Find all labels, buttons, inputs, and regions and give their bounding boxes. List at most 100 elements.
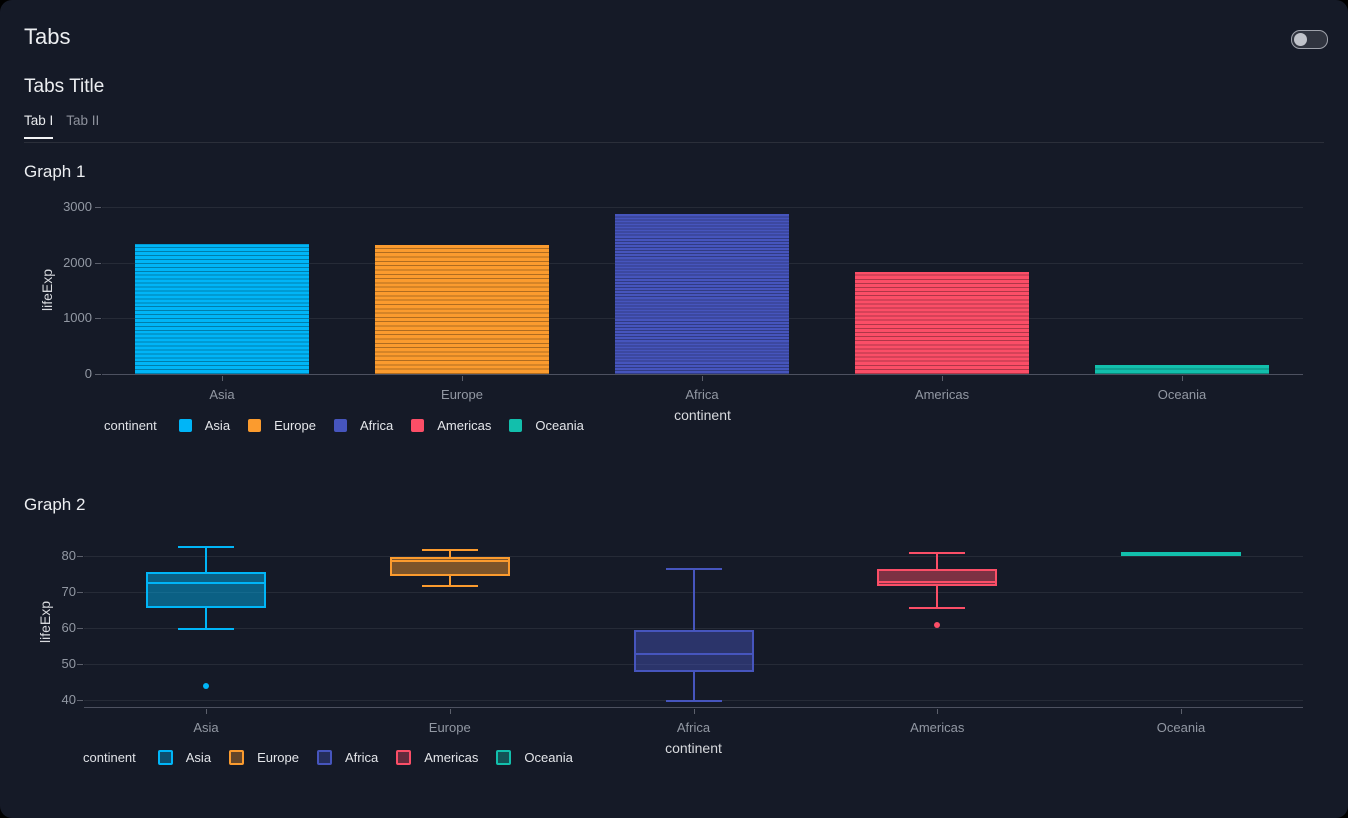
x-tick-label: Africa: [676, 720, 711, 735]
legend-item-asia[interactable]: Asia: [178, 417, 231, 433]
tab-i[interactable]: Tab I: [24, 113, 54, 139]
legend-label: Americas: [437, 417, 492, 433]
x-tick-label: Asia: [193, 720, 219, 735]
legend-swatch-icon: [248, 418, 262, 432]
legend-swatch-icon: [157, 749, 173, 765]
x-axis-title: continent: [674, 407, 731, 423]
y-tick-mark: [77, 592, 83, 593]
box-asia-upper-whisker: [205, 546, 207, 572]
box-africa-lower-cap: [665, 700, 722, 703]
legend-item-oceania[interactable]: Oceania: [509, 417, 584, 433]
legend-label: Africa: [359, 417, 394, 433]
box-europe-median: [391, 560, 508, 563]
x-tick-mark: [222, 376, 223, 381]
x-tick-mark: [1181, 709, 1182, 714]
tab-ii[interactable]: Tab II: [66, 113, 100, 128]
box-oceania-median: [1123, 552, 1239, 555]
legend-item-africa[interactable]: Africa: [316, 749, 379, 765]
gridline: [102, 207, 1303, 208]
legend-title: continent: [104, 417, 157, 433]
legend-swatch-icon: [496, 749, 512, 765]
box-europe-lower-cap: [421, 584, 478, 587]
y-tick-mark: [77, 700, 83, 701]
x-tick-label: Americas: [910, 720, 965, 735]
tabs-divider: [24, 142, 1324, 143]
box-asia-lower-cap: [178, 628, 234, 631]
legend-item-americas[interactable]: Americas: [396, 749, 478, 765]
theme-toggle[interactable]: [1291, 30, 1328, 49]
box-africa-upper-whisker: [692, 568, 695, 631]
toggle-knob-icon: [1294, 32, 1307, 46]
legend-item-americas[interactable]: Americas: [411, 418, 491, 433]
x-tick-label: Americas: [914, 387, 970, 402]
y-tick-label: 0: [84, 366, 92, 381]
x-tick-mark: [1182, 376, 1183, 381]
graph1-title: Graph 1: [24, 162, 86, 181]
gridline: [84, 664, 1303, 665]
box-africa-median: [635, 652, 752, 655]
y-tick-label: 80: [61, 548, 76, 563]
x-tick-label: Asia: [209, 387, 235, 402]
bar-asia[interactable]: [135, 244, 309, 374]
page-title: Tabs: [24, 24, 71, 49]
x-tick-mark: [937, 709, 939, 714]
tab-bar: Tab I Tab II: [24, 113, 99, 139]
box-europe-upper-whisker: [448, 549, 451, 557]
box-africa-lower-whisker: [692, 671, 695, 702]
box-americas-median: [879, 580, 996, 583]
x-axis-line: [84, 707, 1303, 708]
graph2-legend: continent Asia Europe Africa Americas Oceania: [83, 746, 591, 768]
box-americas-lower-cap: [909, 606, 966, 609]
x-axis-line: [102, 374, 1303, 375]
y-tick-label: 40: [61, 692, 76, 707]
legend-item-europe[interactable]: Europe: [248, 418, 316, 433]
box-asia-upper-cap: [178, 545, 234, 548]
graph2-plot[interactable]: 40 50 60 70 80 Asia Europe Africa Americas Oceani…: [37, 530, 1303, 756]
legend-label: Oceania: [524, 749, 573, 765]
y-tick-mark: [95, 207, 101, 208]
legend-title: continent: [83, 749, 136, 765]
legend-item-asia[interactable]: Asia: [157, 749, 211, 765]
box-asia-median: [148, 582, 264, 585]
gridline: [84, 556, 1303, 557]
bar-americas[interactable]: [855, 271, 1029, 374]
box-americas-outlier-point[interactable]: [934, 621, 941, 628]
legend-swatch-icon: [229, 749, 245, 765]
graph2-title: Graph 2: [24, 495, 86, 514]
y-tick-mark: [77, 628, 83, 629]
box-asia-outlier-point[interactable]: [203, 683, 209, 690]
tabs-card-title: Tabs Title: [24, 76, 105, 97]
box-americas-lower-whisker: [936, 585, 939, 608]
legend-label: Africa: [344, 749, 379, 765]
bar-africa[interactable]: [615, 214, 789, 374]
box-asia[interactable]: [146, 571, 266, 609]
legend-item-africa[interactable]: Africa: [333, 417, 394, 433]
box-africa[interactable]: [633, 630, 754, 672]
box-americas-upper-whisker: [936, 553, 939, 569]
box-asia-lower-whisker: [205, 608, 207, 630]
x-tick-label: Europe: [428, 720, 471, 735]
x-tick-label: Europe: [441, 387, 483, 402]
legend-label: Asia: [204, 417, 231, 433]
x-tick-mark: [462, 376, 463, 381]
legend-item-oceania[interactable]: Oceania: [496, 749, 573, 765]
bar-oceania[interactable]: [1095, 365, 1269, 374]
y-tick-label: 3000: [63, 199, 92, 214]
legend-item-europe[interactable]: Europe: [229, 749, 299, 765]
box-europe-lower-whisker: [448, 575, 451, 586]
legend-swatch-icon: [178, 418, 192, 432]
x-tick-label: Oceania: [1156, 720, 1206, 735]
x-tick-mark: [693, 709, 695, 714]
box-americas[interactable]: [877, 568, 998, 586]
graph1-legend: continent Asia Europe Africa Americas Oceania: [104, 414, 602, 436]
y-tick-mark: [77, 664, 83, 665]
y-tick-label: 60: [61, 620, 76, 635]
legend-label: Europe: [274, 417, 316, 433]
legend-label: Oceania: [535, 417, 584, 433]
bar-europe[interactable]: [375, 244, 549, 374]
x-tick-mark: [449, 709, 451, 714]
y-tick-mark: [95, 374, 101, 375]
x-tick-label: Oceania: [1157, 387, 1207, 402]
graph1-plot[interactable]: 0 1000 2000 3000 Asia Europe Africa Americas Oce…: [39, 198, 1303, 423]
legend-swatch-icon: [411, 418, 425, 432]
